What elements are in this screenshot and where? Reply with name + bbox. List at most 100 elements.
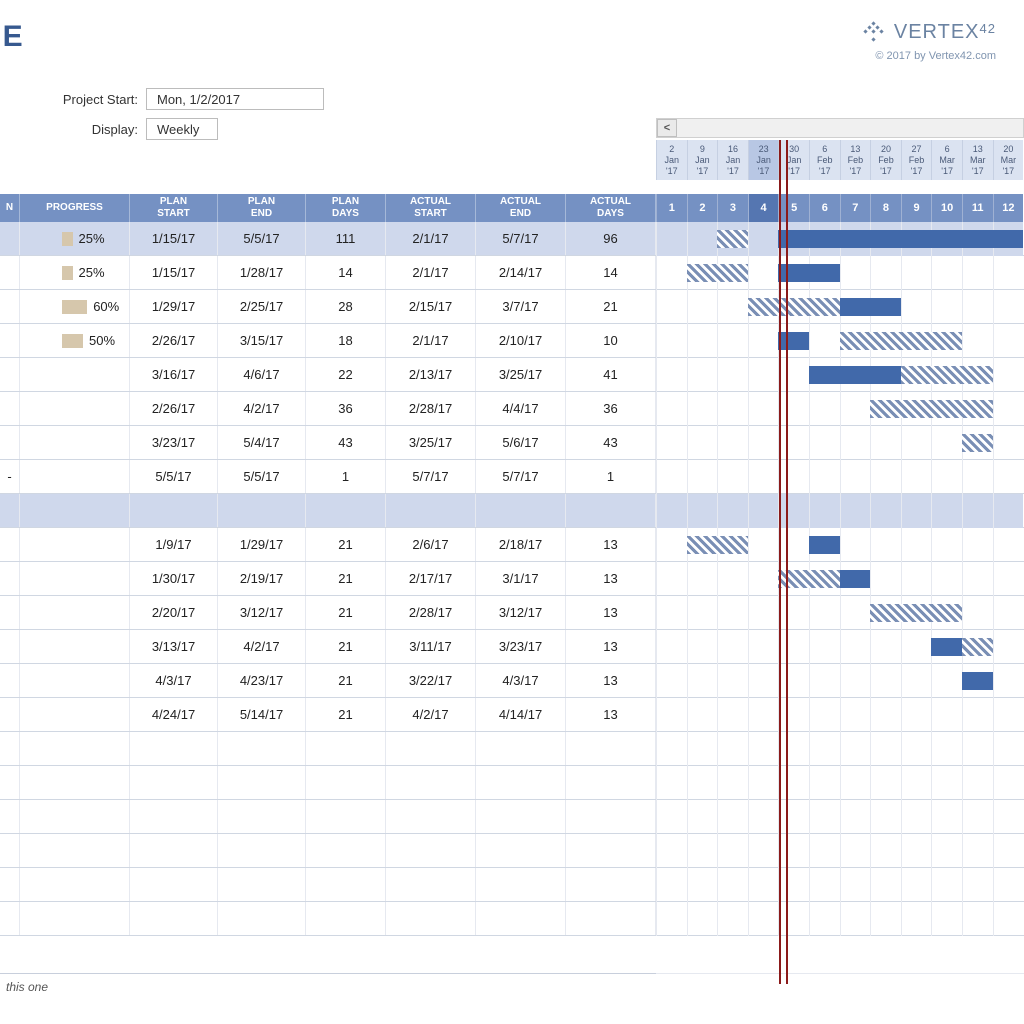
cell-plan_days[interactable]: 36: [306, 392, 386, 425]
cell-actual_start[interactable]: 2/1/17: [386, 256, 476, 289]
cell-plan_end[interactable]: 1/28/17: [218, 256, 306, 289]
cell-actual_start[interactable]: [386, 800, 476, 833]
cell-n[interactable]: [0, 596, 20, 629]
cell-plan_start[interactable]: 2/26/17: [130, 324, 218, 357]
cell-actual_days[interactable]: [566, 868, 656, 901]
cell-actual_end[interactable]: 3/12/17: [476, 596, 566, 629]
cell-actual_end[interactable]: 2/18/17: [476, 528, 566, 561]
gantt-bar[interactable]: [809, 536, 840, 554]
cell-progress[interactable]: [20, 630, 130, 663]
cell-plan_end[interactable]: 4/6/17: [218, 358, 306, 391]
cell-progress[interactable]: [20, 766, 130, 799]
cell-n[interactable]: [0, 256, 20, 289]
cell-progress[interactable]: [20, 358, 130, 391]
cell-actual_end[interactable]: [476, 868, 566, 901]
cell-progress[interactable]: 25%: [20, 256, 130, 289]
cell-actual_end[interactable]: 2/14/17: [476, 256, 566, 289]
cell-actual_start[interactable]: 2/13/17: [386, 358, 476, 391]
cell-actual_days[interactable]: [566, 834, 656, 867]
cell-plan_days[interactable]: 1: [306, 460, 386, 493]
cell-plan_start[interactable]: [130, 868, 218, 901]
cell-actual_start[interactable]: 3/22/17: [386, 664, 476, 697]
cell-plan_end[interactable]: [218, 902, 306, 935]
cell-plan_days[interactable]: [306, 494, 386, 527]
cell-progress[interactable]: [20, 426, 130, 459]
cell-actual_start[interactable]: [386, 494, 476, 527]
cell-actual_days[interactable]: 36: [566, 392, 656, 425]
cell-actual_end[interactable]: [476, 766, 566, 799]
cell-plan_start[interactable]: [130, 800, 218, 833]
cell-actual_start[interactable]: 3/25/17: [386, 426, 476, 459]
cell-plan_end[interactable]: 3/12/17: [218, 596, 306, 629]
cell-plan_end[interactable]: [218, 868, 306, 901]
cell-n[interactable]: [0, 732, 20, 765]
cell-actual_days[interactable]: [566, 766, 656, 799]
cell-n[interactable]: [0, 358, 20, 391]
gantt-bar[interactable]: [931, 638, 962, 656]
cell-actual_days[interactable]: 14: [566, 256, 656, 289]
cell-actual_days[interactable]: [566, 732, 656, 765]
gantt-bar[interactable]: [840, 570, 871, 588]
cell-actual_end[interactable]: 4/3/17: [476, 664, 566, 697]
cell-plan_start[interactable]: [130, 766, 218, 799]
cell-actual_start[interactable]: 2/28/17: [386, 392, 476, 425]
cell-actual_days[interactable]: 1: [566, 460, 656, 493]
cell-actual_start[interactable]: 2/15/17: [386, 290, 476, 323]
gantt-bar[interactable]: [748, 298, 840, 316]
gantt-bar[interactable]: [962, 638, 993, 656]
cell-plan_start[interactable]: 2/26/17: [130, 392, 218, 425]
cell-plan_start[interactable]: 5/5/17: [130, 460, 218, 493]
cell-plan_days[interactable]: 21: [306, 664, 386, 697]
cell-plan_days[interactable]: 43: [306, 426, 386, 459]
cell-plan_end[interactable]: 4/2/17: [218, 392, 306, 425]
cell-plan_start[interactable]: 3/16/17: [130, 358, 218, 391]
cell-plan_end[interactable]: 4/2/17: [218, 630, 306, 663]
cell-progress[interactable]: [20, 732, 130, 765]
cell-actual_days[interactable]: 13: [566, 630, 656, 663]
cell-n[interactable]: [0, 494, 20, 527]
cell-plan_start[interactable]: [130, 494, 218, 527]
scroll-left-button[interactable]: <: [657, 119, 677, 137]
cell-actual_days[interactable]: [566, 902, 656, 935]
cell-plan_start[interactable]: 1/29/17: [130, 290, 218, 323]
cell-progress[interactable]: [20, 528, 130, 561]
cell-actual_end[interactable]: 5/7/17: [476, 222, 566, 255]
cell-plan_days[interactable]: [306, 800, 386, 833]
gantt-bar[interactable]: [962, 434, 993, 452]
cell-actual_days[interactable]: 13: [566, 698, 656, 731]
cell-n[interactable]: [0, 698, 20, 731]
cell-plan_days[interactable]: 21: [306, 698, 386, 731]
gantt-bar[interactable]: [870, 400, 992, 418]
cell-actual_days[interactable]: 10: [566, 324, 656, 357]
cell-plan_days[interactable]: 21: [306, 630, 386, 663]
cell-n[interactable]: -: [0, 460, 20, 493]
cell-plan_end[interactable]: [218, 800, 306, 833]
cell-plan_end[interactable]: 1/29/17: [218, 528, 306, 561]
cell-plan_end[interactable]: 4/23/17: [218, 664, 306, 697]
cell-actual_end[interactable]: 2/10/17: [476, 324, 566, 357]
cell-n[interactable]: [0, 222, 20, 255]
gantt-bar[interactable]: [687, 536, 748, 554]
cell-plan_end[interactable]: [218, 766, 306, 799]
cell-actual_start[interactable]: 2/1/17: [386, 324, 476, 357]
cell-plan_days[interactable]: 28: [306, 290, 386, 323]
cell-plan_start[interactable]: 1/30/17: [130, 562, 218, 595]
cell-actual_end[interactable]: [476, 732, 566, 765]
gantt-bar[interactable]: [778, 230, 1023, 248]
cell-actual_end[interactable]: 3/7/17: [476, 290, 566, 323]
gantt-bar[interactable]: [778, 332, 809, 350]
cell-actual_days[interactable]: 21: [566, 290, 656, 323]
cell-actual_start[interactable]: [386, 732, 476, 765]
cell-actual_days[interactable]: 13: [566, 664, 656, 697]
cell-actual_start[interactable]: 3/11/17: [386, 630, 476, 663]
cell-progress[interactable]: [20, 596, 130, 629]
cell-actual_start[interactable]: [386, 902, 476, 935]
cell-actual_days[interactable]: 13: [566, 596, 656, 629]
cell-actual_start[interactable]: [386, 766, 476, 799]
cell-plan_days[interactable]: 21: [306, 562, 386, 595]
gantt-bar[interactable]: [901, 366, 993, 384]
cell-progress[interactable]: [20, 494, 130, 527]
cell-n[interactable]: [0, 868, 20, 901]
cell-plan_days[interactable]: 111: [306, 222, 386, 255]
cell-actual_start[interactable]: 5/7/17: [386, 460, 476, 493]
